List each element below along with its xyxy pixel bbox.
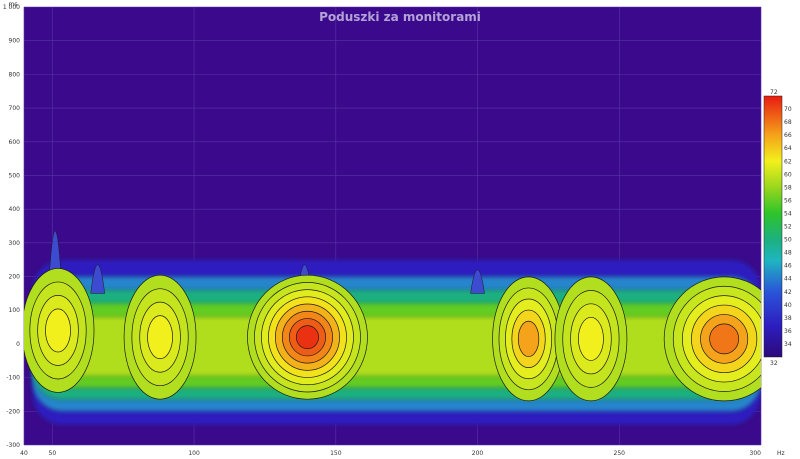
colorbar-label: 40 <box>784 302 792 309</box>
chart-title: Poduszki za monitorami <box>319 10 481 24</box>
colorbar: 72 70 68 66 64 62 60 58 56 54 52 50 48 46 44 42 40 38 36 34… <box>763 89 792 367</box>
peak-contour <box>709 323 740 355</box>
x-tick-label: 40 <box>20 450 28 457</box>
peak-contour <box>295 325 319 350</box>
x-axis: 40 50 100 150 200 250 300 <box>20 450 761 457</box>
colorbar-label: 48 <box>784 250 792 257</box>
colorbar-label: 36 <box>784 328 792 335</box>
waterfall-surface <box>24 230 761 426</box>
x-tick-label: 150 <box>330 450 342 457</box>
x-tick-label: 200 <box>472 450 484 457</box>
y-tick-label: 500 <box>9 172 21 179</box>
y-tick-label: 400 <box>9 206 21 213</box>
x-tick-label: 100 <box>188 450 200 457</box>
y-tick-label: 600 <box>9 139 21 146</box>
colorbar-label: 34 <box>784 341 792 348</box>
colorbar-label: 60 <box>784 171 792 178</box>
y-axis: 1 0009008007006005004003002001000-100-20… <box>3 4 20 449</box>
colorbar-label: 50 <box>784 237 792 244</box>
colorbar-label: 32 <box>770 360 778 367</box>
y-tick-label: 1 000 <box>3 4 20 11</box>
colorbar-label: 44 <box>784 276 792 283</box>
colorbar-label: 56 <box>784 197 792 204</box>
x-tick-label: 300 <box>750 450 762 457</box>
colorbar-label: 62 <box>784 158 792 165</box>
colorbar-label: 70 <box>784 106 792 113</box>
peak-contour <box>45 308 71 353</box>
decay-spike <box>90 264 105 294</box>
x-tick-label: 250 <box>614 450 626 457</box>
y-tick-label: 0 <box>16 341 20 348</box>
y-tick-label: 700 <box>9 105 21 112</box>
y-tick-label: 300 <box>9 240 21 247</box>
colorbar-label: 42 <box>784 289 792 296</box>
peak-contour <box>517 320 540 357</box>
colorbar-label: 38 <box>784 315 792 322</box>
colorbar-label: 66 <box>784 132 792 139</box>
colorbar-label: 54 <box>784 210 792 217</box>
y-tick-label: 900 <box>9 38 21 45</box>
colorbar-label: 72 <box>770 89 778 96</box>
x-tick-label: 50 <box>49 450 57 457</box>
colorbar-label: 64 <box>784 145 792 152</box>
colorbar-label: 68 <box>784 119 792 126</box>
y-tick-label: -200 <box>6 408 20 415</box>
colorbar-label: 58 <box>784 184 792 191</box>
y-axis-unit: ms <box>9 1 18 8</box>
peak-contour <box>578 316 604 361</box>
colorbar-label: 52 <box>784 224 792 231</box>
y-tick-label: 800 <box>9 71 21 78</box>
decay-spike <box>470 269 485 294</box>
x-axis-unit: Hz <box>777 450 785 457</box>
y-tick-label: -100 <box>6 375 20 382</box>
colorbar-gradient <box>763 95 783 358</box>
peak-contour <box>147 315 173 360</box>
colorbar-label: 46 <box>784 263 792 270</box>
y-tick-label: 100 <box>9 307 21 314</box>
y-tick-label: 200 <box>9 274 21 281</box>
y-tick-label: -300 <box>6 442 20 449</box>
